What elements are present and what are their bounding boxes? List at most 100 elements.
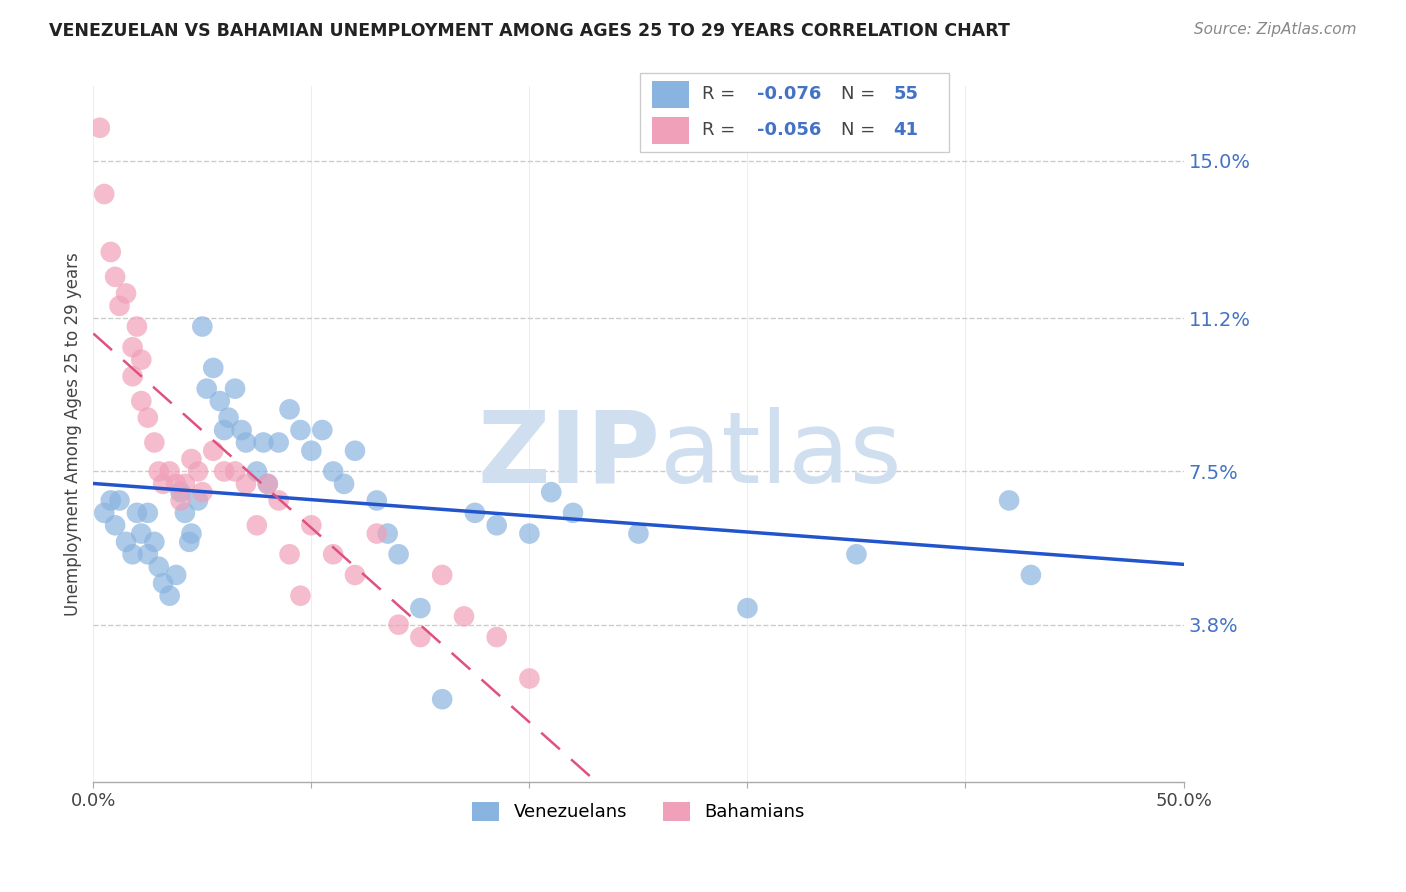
Point (191, 485, 214, 500)
Point (485, 630, 508, 644)
Point (235, 476, 257, 491)
Point (627, 526, 650, 541)
Point (311, 423, 333, 437)
Point (165, 568, 187, 582)
Point (202, 360, 225, 375)
Text: N =: N = (841, 86, 880, 103)
Point (174, 476, 197, 491)
Point (143, 534, 166, 549)
Point (93, 506, 115, 520)
Point (180, 452, 202, 467)
Text: 41: 41 (893, 121, 918, 139)
Point (108, 493, 131, 508)
Point (453, 609, 475, 624)
Point (299, 518, 322, 533)
Point (519, 672, 541, 686)
FancyBboxPatch shape (652, 117, 689, 144)
FancyBboxPatch shape (640, 73, 949, 152)
Point (115, 286, 138, 301)
Point (159, 589, 181, 603)
Point (180, 526, 202, 541)
Text: VENEZUELAN VS BAHAMIAN UNEMPLOYMENT AMONG AGES 25 TO 29 YEARS CORRELATION CHART: VENEZUELAN VS BAHAMIAN UNEMPLOYMENT AMON… (49, 22, 1010, 40)
Point (165, 476, 187, 491)
Point (191, 319, 214, 334)
Point (267, 435, 290, 450)
Point (152, 576, 174, 591)
Point (187, 493, 209, 508)
Point (125, 319, 148, 334)
Point (540, 485, 562, 500)
Legend: Venezuelans, Bahamians: Venezuelans, Bahamians (465, 795, 813, 829)
Text: -0.056: -0.056 (758, 121, 821, 139)
Text: ZIP: ZIP (478, 407, 661, 504)
Point (322, 547, 344, 561)
Text: R =: R = (702, 86, 741, 103)
Point (562, 506, 585, 520)
Text: Source: ZipAtlas.com: Source: ZipAtlas.com (1194, 22, 1357, 37)
Point (121, 369, 143, 384)
Point (256, 476, 278, 491)
Point (267, 493, 290, 508)
Point (104, 269, 127, 284)
Point (202, 443, 225, 458)
Point (212, 423, 235, 437)
Point (290, 423, 312, 437)
Point (169, 493, 191, 508)
Point (387, 547, 409, 561)
Point (256, 476, 278, 491)
Point (121, 547, 143, 561)
Point (125, 506, 148, 520)
Point (343, 443, 366, 458)
Point (108, 299, 131, 313)
Point (129, 394, 152, 409)
Point (129, 526, 152, 541)
Point (343, 568, 366, 582)
Point (152, 476, 174, 491)
Text: 55: 55 (893, 86, 918, 103)
Point (1019, 568, 1042, 582)
Point (212, 465, 235, 479)
Point (129, 352, 152, 367)
Point (432, 692, 454, 706)
Point (208, 394, 231, 409)
Point (366, 526, 388, 541)
Point (464, 506, 486, 520)
Point (218, 410, 240, 425)
Point (432, 568, 454, 582)
Point (409, 630, 432, 644)
Point (299, 443, 322, 458)
Point (845, 547, 868, 561)
Point (290, 589, 312, 603)
Point (333, 476, 356, 491)
Point (195, 382, 218, 396)
Point (278, 547, 301, 561)
Point (246, 518, 269, 533)
Y-axis label: Unemployment Among Ages 25 to 29 years: Unemployment Among Ages 25 to 29 years (65, 252, 82, 616)
Point (115, 534, 138, 549)
Point (148, 465, 170, 479)
Text: R =: R = (702, 121, 741, 139)
Point (187, 465, 209, 479)
Point (143, 435, 166, 450)
Point (136, 547, 159, 561)
Point (998, 493, 1021, 508)
Point (148, 559, 170, 574)
Point (231, 423, 253, 437)
Point (246, 465, 269, 479)
Point (100, 245, 122, 260)
Text: atlas: atlas (661, 407, 901, 504)
Text: -0.076: -0.076 (758, 86, 821, 103)
Point (136, 506, 159, 520)
Point (737, 601, 759, 615)
Point (519, 526, 541, 541)
Point (174, 506, 197, 520)
Point (409, 601, 432, 615)
Point (100, 493, 122, 508)
Point (159, 465, 181, 479)
Point (136, 410, 159, 425)
Point (322, 465, 344, 479)
Point (89, 120, 111, 135)
FancyBboxPatch shape (652, 81, 689, 108)
Text: N =: N = (841, 121, 880, 139)
Point (104, 518, 127, 533)
